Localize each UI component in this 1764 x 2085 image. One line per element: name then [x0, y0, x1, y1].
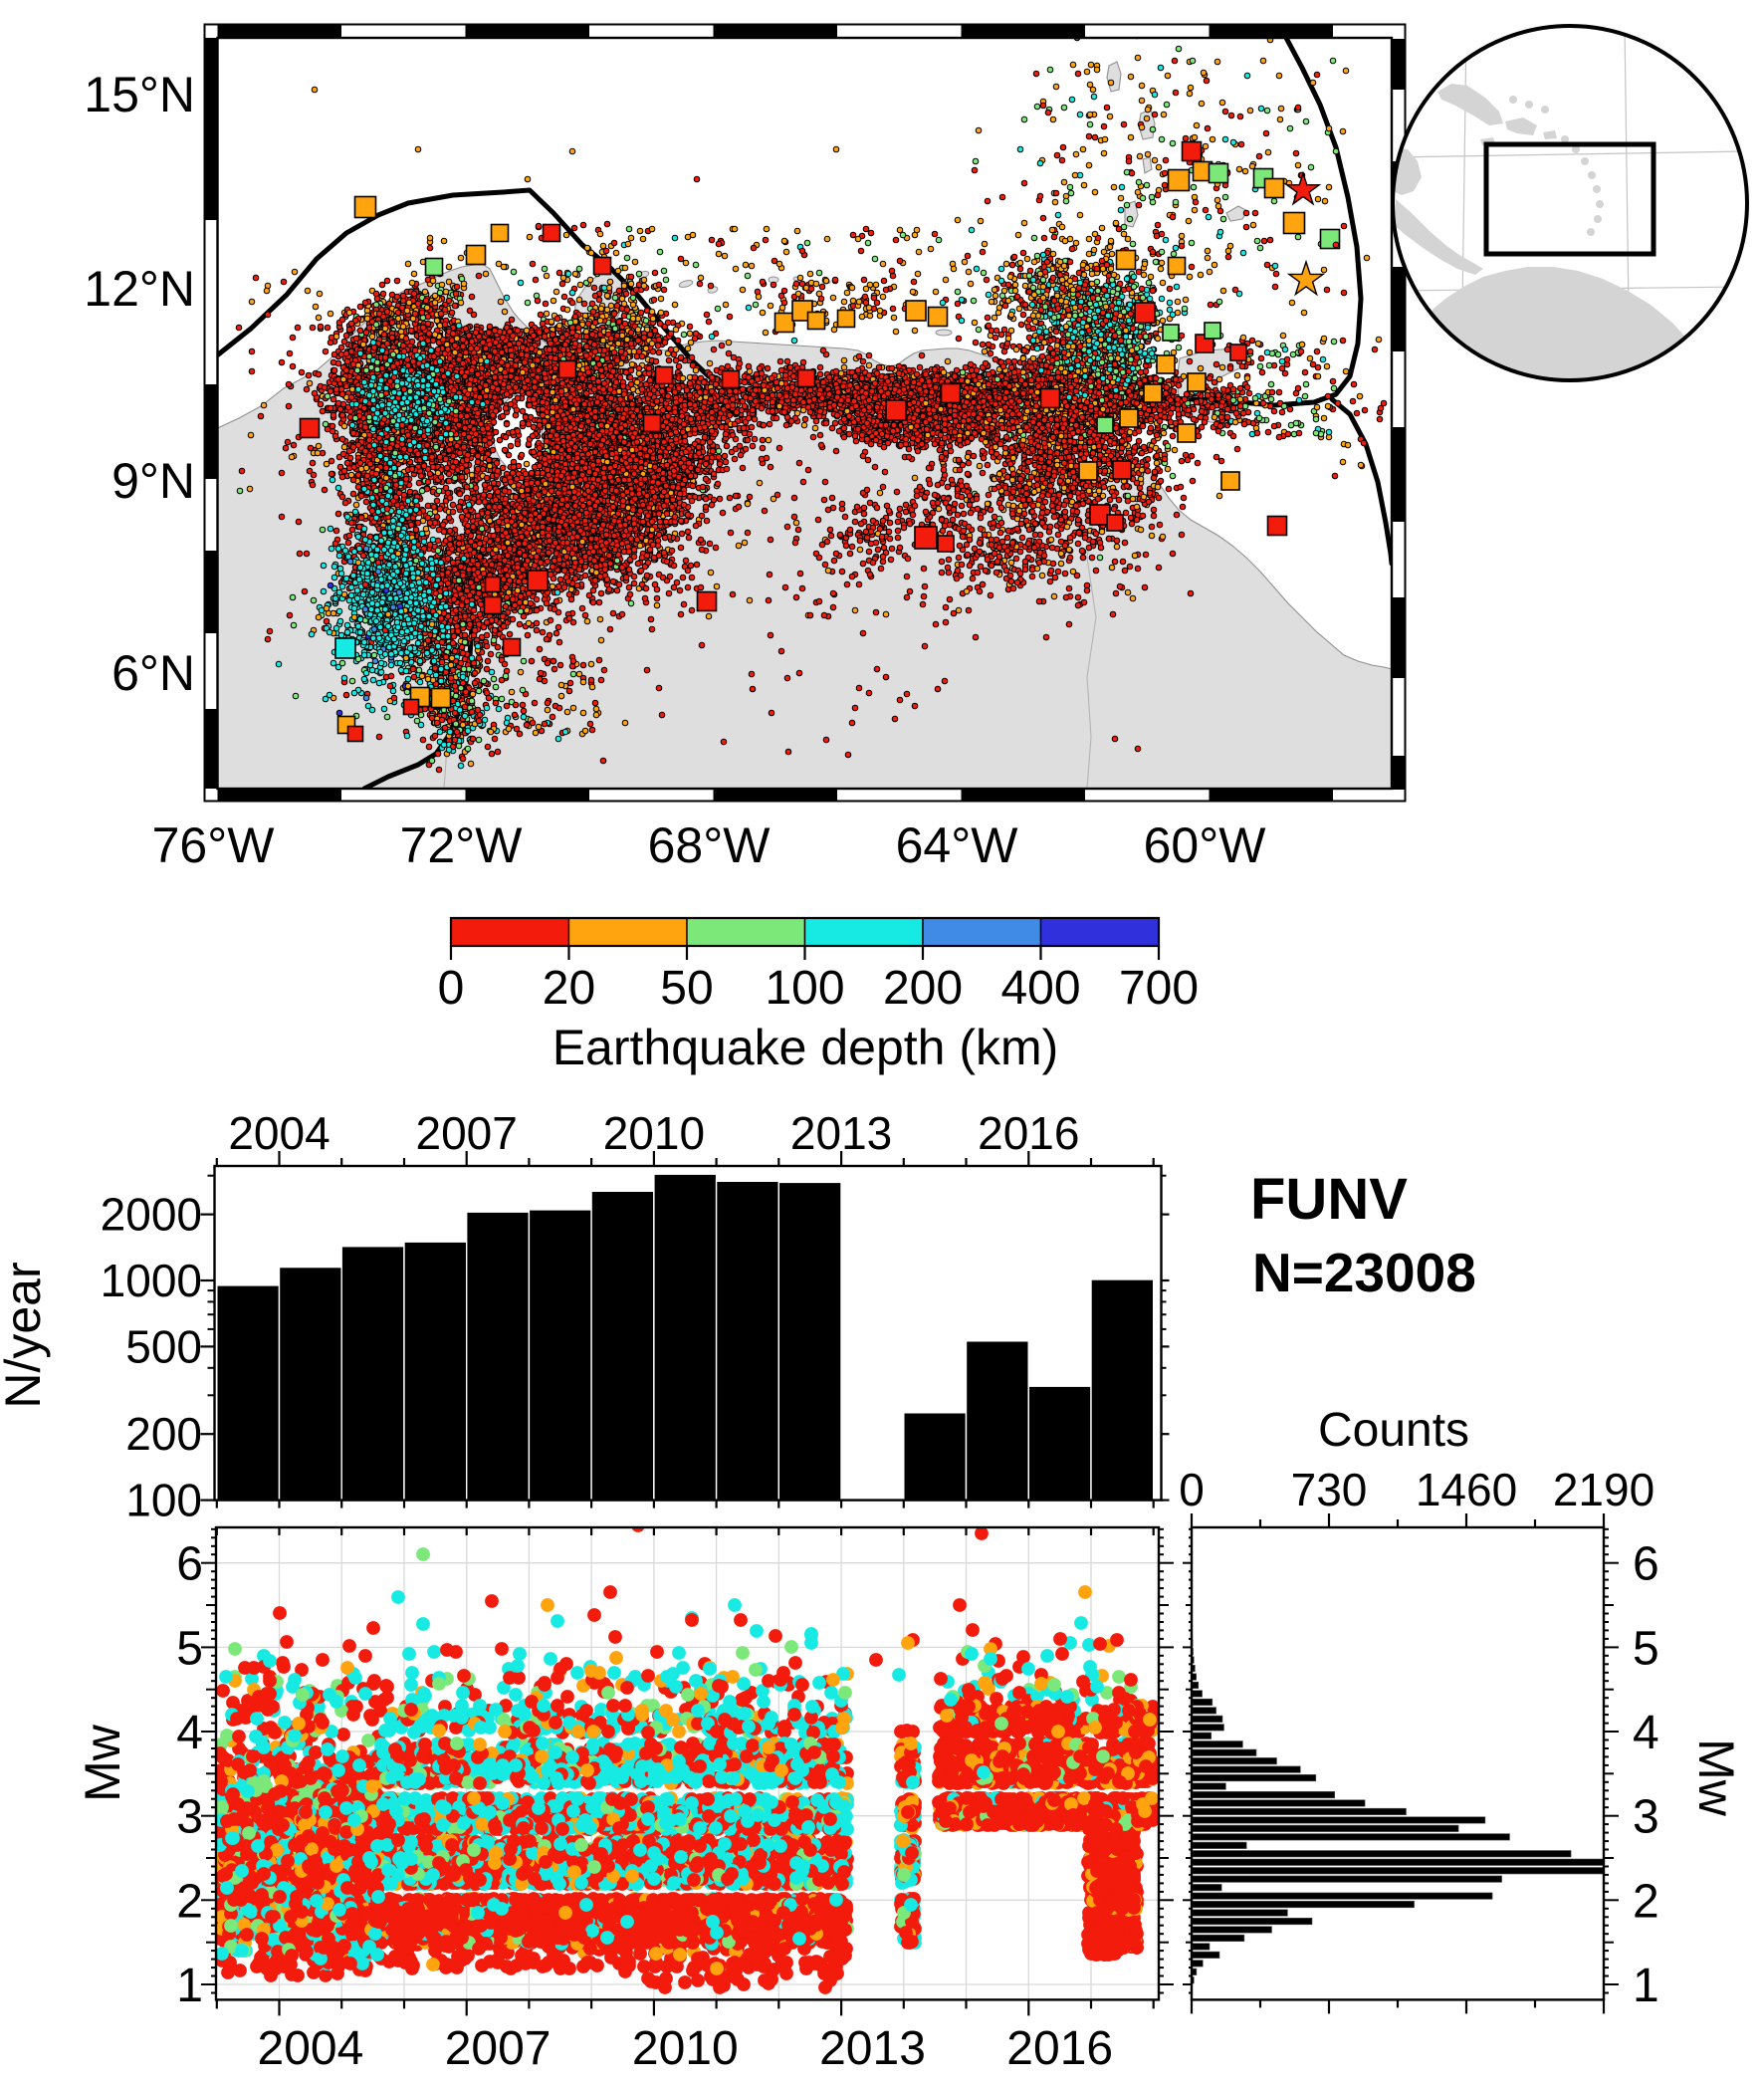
svg-text:9°N: 9°N — [111, 453, 195, 509]
svg-text:Earthquake depth (km): Earthquake depth (km) — [552, 1020, 1059, 1075]
svg-text:2004: 2004 — [228, 1107, 330, 1159]
svg-text:76°W: 76°W — [152, 817, 276, 873]
svg-text:64°W: 64°W — [896, 817, 1019, 873]
svg-text:2004: 2004 — [258, 2022, 364, 2075]
svg-text:20: 20 — [543, 962, 595, 1015]
svg-text:2190: 2190 — [1553, 1464, 1654, 1515]
svg-text:2007: 2007 — [445, 2022, 551, 2075]
svg-text:500: 500 — [125, 1320, 202, 1372]
svg-text:2000: 2000 — [101, 1189, 202, 1241]
svg-text:1: 1 — [1633, 1960, 1659, 2012]
svg-text:68°W: 68°W — [648, 817, 772, 873]
svg-text:730: 730 — [1291, 1464, 1368, 1515]
svg-text:3: 3 — [1633, 1791, 1659, 1844]
svg-text:1000: 1000 — [101, 1255, 202, 1306]
svg-text:5: 5 — [1633, 1622, 1659, 1675]
svg-text:Mw: Mw — [75, 1724, 130, 1802]
svg-text:1460: 1460 — [1416, 1464, 1517, 1515]
svg-text:4: 4 — [176, 1707, 203, 1759]
svg-text:Counts: Counts — [1318, 1404, 1469, 1457]
svg-text:5: 5 — [176, 1622, 203, 1675]
svg-text:2016: 2016 — [978, 1107, 1079, 1159]
svg-text:6: 6 — [1633, 1538, 1659, 1591]
svg-text:Mw: Mw — [1688, 1738, 1744, 1817]
svg-text:N=23008: N=23008 — [1252, 1242, 1476, 1303]
svg-text:2010: 2010 — [603, 1107, 705, 1159]
svg-text:60°W: 60°W — [1144, 817, 1267, 873]
svg-text:2: 2 — [176, 1875, 203, 1928]
svg-text:6: 6 — [176, 1538, 203, 1591]
svg-text:0: 0 — [1179, 1464, 1205, 1515]
svg-text:15°N: 15°N — [84, 67, 195, 122]
svg-text:50: 50 — [660, 962, 713, 1015]
svg-text:FUNV: FUNV — [1250, 1167, 1408, 1232]
svg-text:3: 3 — [176, 1791, 203, 1844]
svg-text:200: 200 — [125, 1408, 202, 1460]
svg-text:0: 0 — [438, 962, 465, 1015]
svg-text:100: 100 — [765, 962, 844, 1015]
svg-text:N/year: N/year — [0, 1262, 51, 1408]
svg-text:200: 200 — [883, 962, 963, 1015]
svg-text:6°N: 6°N — [111, 645, 195, 701]
svg-text:72°W: 72°W — [400, 817, 524, 873]
svg-text:4: 4 — [1633, 1707, 1659, 1759]
svg-text:400: 400 — [1000, 962, 1080, 1015]
svg-text:12°N: 12°N — [84, 261, 195, 317]
svg-text:700: 700 — [1119, 962, 1199, 1015]
svg-text:2010: 2010 — [632, 2022, 739, 2075]
svg-text:2007: 2007 — [416, 1107, 518, 1159]
svg-text:2013: 2013 — [819, 2022, 926, 2075]
svg-text:2016: 2016 — [1006, 2022, 1113, 2075]
svg-text:100: 100 — [125, 1475, 202, 1526]
svg-text:2: 2 — [1633, 1875, 1659, 1928]
svg-text:1: 1 — [176, 1960, 203, 2012]
svg-text:2013: 2013 — [790, 1107, 892, 1159]
